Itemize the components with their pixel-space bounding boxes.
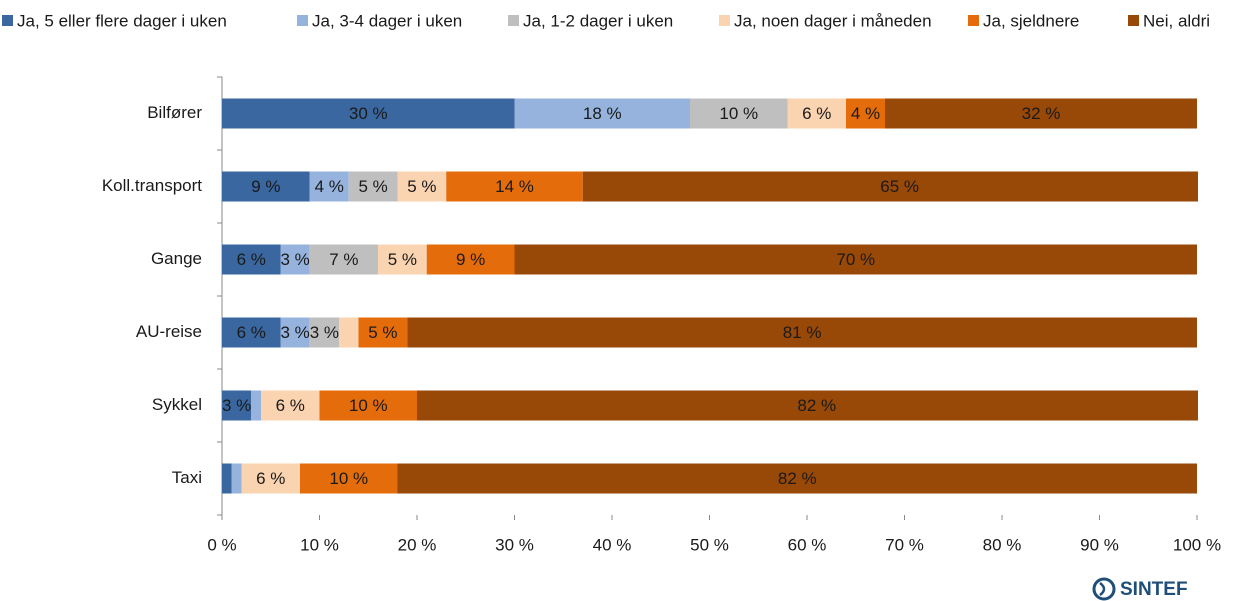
data-label: 6 % (237, 250, 266, 269)
logo: SINTEF (1092, 577, 1188, 601)
data-label: 32 % (1022, 104, 1061, 123)
legend-label: Ja, 5 eller flere dager i uken (17, 11, 227, 30)
legend-label: Ja, 1-2 dager i uken (523, 11, 673, 30)
legend-swatch (968, 15, 979, 26)
y-tick-label: Bilfører (147, 103, 202, 122)
legend-swatch (508, 15, 519, 26)
data-label: 65 % (880, 177, 919, 196)
data-label: 3 % (280, 323, 309, 342)
bar-segment (222, 463, 232, 494)
bar-segment (846, 98, 885, 129)
bar-segment (222, 171, 310, 202)
legend-label: Ja, sjeldnere (983, 11, 1079, 30)
bar-segment (309, 171, 349, 202)
data-label: 6 % (276, 396, 305, 415)
x-tick-label: 0 % (207, 535, 236, 554)
bar-segment (280, 244, 310, 275)
bar-segment (251, 390, 261, 421)
bar-segment (241, 463, 300, 494)
bar-segment (407, 317, 1197, 348)
x-tick-label: 40 % (593, 535, 632, 554)
bar-segment (280, 317, 310, 348)
data-label: 6 % (256, 469, 285, 488)
bar-segment (222, 244, 281, 275)
bar-segment (417, 390, 1198, 421)
bar-segment (222, 390, 252, 421)
bar-segment (222, 317, 281, 348)
bar-segment (885, 98, 1197, 129)
data-label: 4 % (315, 177, 344, 196)
y-tick-label: Gange (151, 249, 202, 268)
x-tick-label: 50 % (690, 535, 729, 554)
data-label: 5 % (368, 323, 397, 342)
x-tick-label: 30 % (495, 535, 534, 554)
data-label: 10 % (719, 104, 758, 123)
bar-segment (426, 244, 515, 275)
logo-text: SINTEF (1120, 579, 1188, 600)
bars (222, 98, 1198, 494)
bar-segment (397, 171, 447, 202)
data-label: 10 % (329, 469, 368, 488)
y-tick-label: Sykkel (152, 395, 202, 414)
y-tick-label: AU-reise (136, 322, 202, 341)
data-label: 3 % (222, 396, 251, 415)
data-label: 5 % (407, 177, 436, 196)
bar-segment (231, 463, 242, 494)
bar-segment (222, 98, 515, 129)
legend-swatch (297, 15, 308, 26)
y-tick-label: Koll.transport (102, 176, 202, 195)
data-label: 7 % (329, 250, 358, 269)
x-tick-label: 60 % (788, 535, 827, 554)
bar-segment (397, 463, 1197, 494)
legend-swatch (2, 15, 13, 26)
data-label: 10 % (349, 396, 388, 415)
data-label: 9 % (456, 250, 485, 269)
bar-segment (690, 98, 788, 129)
data-label: 5 % (358, 177, 387, 196)
bar-segment (319, 390, 417, 421)
data-label: 6 % (237, 323, 266, 342)
data-label: 30 % (349, 104, 388, 123)
bar-segment (261, 390, 320, 421)
x-tick-label: 70 % (885, 535, 924, 554)
data-label: 9 % (251, 177, 280, 196)
bar-segment (514, 244, 1197, 275)
bar-segment (378, 244, 427, 275)
data-label: 6 % (802, 104, 831, 123)
x-tick-label: 90 % (1080, 535, 1119, 554)
data-label: 70 % (836, 250, 875, 269)
bar-segment (514, 98, 690, 129)
data-label: 82 % (778, 469, 817, 488)
bar-segment (358, 317, 408, 348)
bar-segment (582, 171, 1198, 202)
legend-label: Nei, aldri (1143, 11, 1210, 30)
x-tick-label: 80 % (983, 535, 1022, 554)
x-tick-label: 100 % (1173, 535, 1221, 554)
bar-segment (309, 317, 339, 348)
x-tick-label: 20 % (398, 535, 437, 554)
data-label: 4 % (851, 104, 880, 123)
data-label: 82 % (797, 396, 836, 415)
bar-segment (339, 317, 359, 348)
data-label: 3 % (310, 323, 339, 342)
data-label: 3 % (280, 250, 309, 269)
data-label: 14 % (495, 177, 534, 196)
data-label: 81 % (783, 323, 822, 342)
legend-label: Ja, noen dager i måneden (734, 11, 932, 30)
data-label: 5 % (388, 250, 417, 269)
y-tick-label: Taxi (172, 468, 202, 487)
legend-swatch (1128, 15, 1139, 26)
bar-segment (348, 171, 398, 202)
data-label: 18 % (583, 104, 622, 123)
bar-segment (300, 463, 398, 494)
bar-segment (309, 244, 378, 275)
legend-label: Ja, 3-4 dager i uken (312, 11, 462, 30)
bar-segment (446, 171, 583, 202)
bar-segment (787, 98, 846, 129)
x-tick-label: 10 % (300, 535, 339, 554)
legend-swatch (719, 15, 730, 26)
